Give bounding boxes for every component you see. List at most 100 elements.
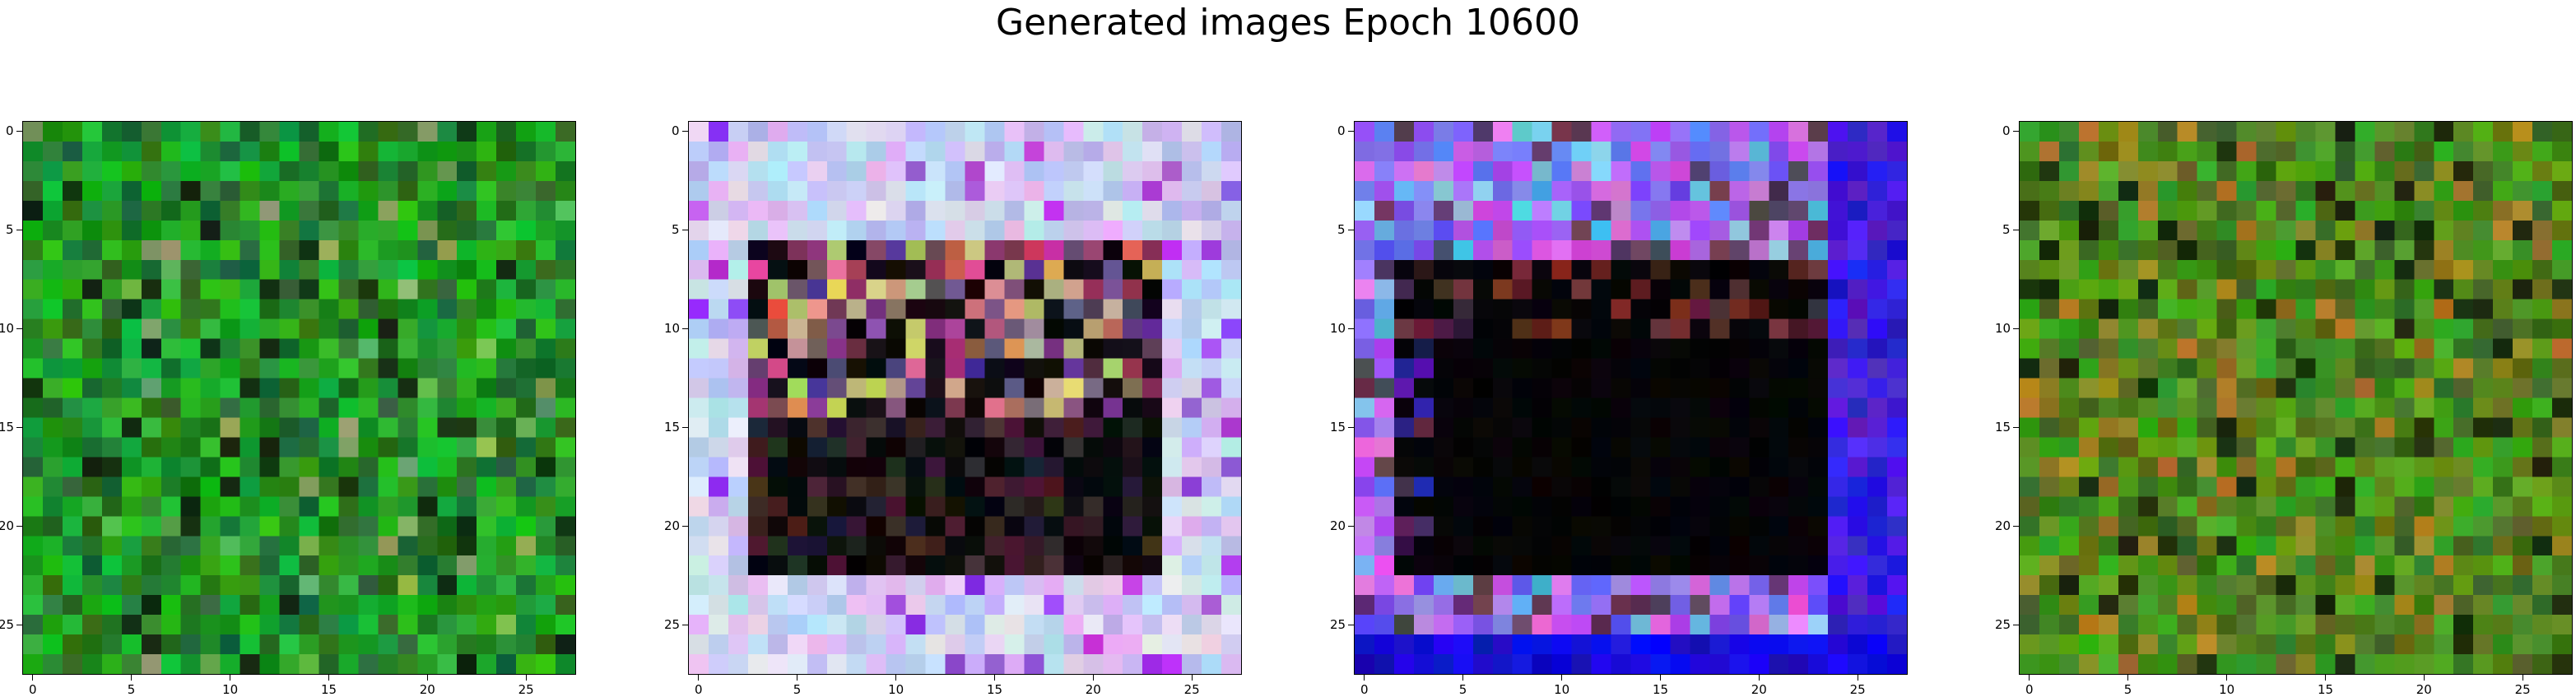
pixel [1004,654,1025,674]
pixel [1808,259,1829,281]
pixel [1413,160,1434,182]
pixel [2532,239,2553,261]
pixel [2236,279,2257,300]
pixel [1063,160,1084,182]
pixel [1591,437,1612,458]
pixel [62,615,83,635]
pixel [2078,496,2099,517]
pixel [2118,141,2139,162]
pixel [477,299,497,320]
pixel [2453,496,2474,517]
pixel [2058,239,2080,261]
pixel [708,555,729,576]
pixel [2355,122,2375,142]
pixel [2216,160,2238,182]
pixel [787,496,808,517]
pixel [279,397,300,419]
x-tick-label: 0 [1360,682,1369,697]
pixel [200,615,221,635]
pixel [2394,318,2415,340]
pixel [708,160,729,182]
pixel [886,536,907,556]
pixel [2513,200,2533,221]
pixel [2078,536,2099,556]
pixel [886,595,907,616]
pixel [1063,239,1084,261]
pixel [1571,615,1593,635]
pixel [826,200,848,221]
pixel [2256,654,2277,674]
pixel [2374,516,2395,537]
pixel [437,654,458,674]
pixel [1749,180,1769,202]
pixel [925,259,946,281]
pixel [1729,437,1750,458]
pixel [1083,358,1104,379]
pixel [1532,496,1553,517]
y-tick [2013,131,2019,132]
pixel [180,437,202,458]
pixel [1472,299,1494,320]
pixel [1848,457,1868,477]
pixel [1024,595,1044,616]
pixel [1413,318,1434,340]
pixel [925,358,946,379]
pixel [121,200,142,221]
pixel [299,279,320,300]
pixel [728,654,749,674]
pixel [556,516,575,537]
pixel [2216,595,2238,616]
pixel [925,200,946,221]
pixel [2177,634,2198,655]
pixel [1453,437,1474,458]
pixel [866,654,887,674]
pixel [1848,417,1868,439]
pixel [358,141,379,162]
pixel [477,338,497,360]
pixel [220,575,241,596]
pixel [1828,397,1848,419]
pixel [1571,476,1593,497]
pixel [1123,654,1143,674]
pixel [925,397,946,419]
pixel [2552,417,2572,439]
pixel [846,358,867,379]
pixel [807,437,828,458]
pixel [1355,555,1375,576]
pixel [1670,279,1690,300]
pixel [2078,575,2099,596]
pixel [1611,259,1632,281]
pixel [1182,338,1202,360]
x-tick [2324,675,2326,681]
pixel [1670,654,1690,674]
pixel [1551,160,1573,182]
pixel [2453,318,2474,340]
pixel [2078,239,2099,261]
pixel [2493,417,2513,439]
pixel [984,299,1006,320]
y-tick [2013,525,2019,527]
pixel [787,615,808,635]
pixel [807,299,828,320]
pixel [1709,378,1730,399]
pixel [767,575,788,596]
pixel [1551,279,1573,300]
pixel [1630,634,1652,655]
pixel [2355,378,2375,399]
pixel [2216,634,2238,655]
pixel [279,417,300,439]
pixel [1512,634,1533,655]
pixel [1103,220,1123,241]
pixel [846,476,867,497]
pixel [279,200,300,221]
pixel [23,634,44,655]
pixel [1083,299,1104,320]
pixel [160,417,182,439]
pixel [1887,555,1907,576]
pixel [2493,654,2513,674]
pixel [1769,299,1789,320]
pixel [1083,378,1104,399]
pixel [81,318,103,340]
pixel [1512,575,1533,596]
pixel [1808,437,1829,458]
